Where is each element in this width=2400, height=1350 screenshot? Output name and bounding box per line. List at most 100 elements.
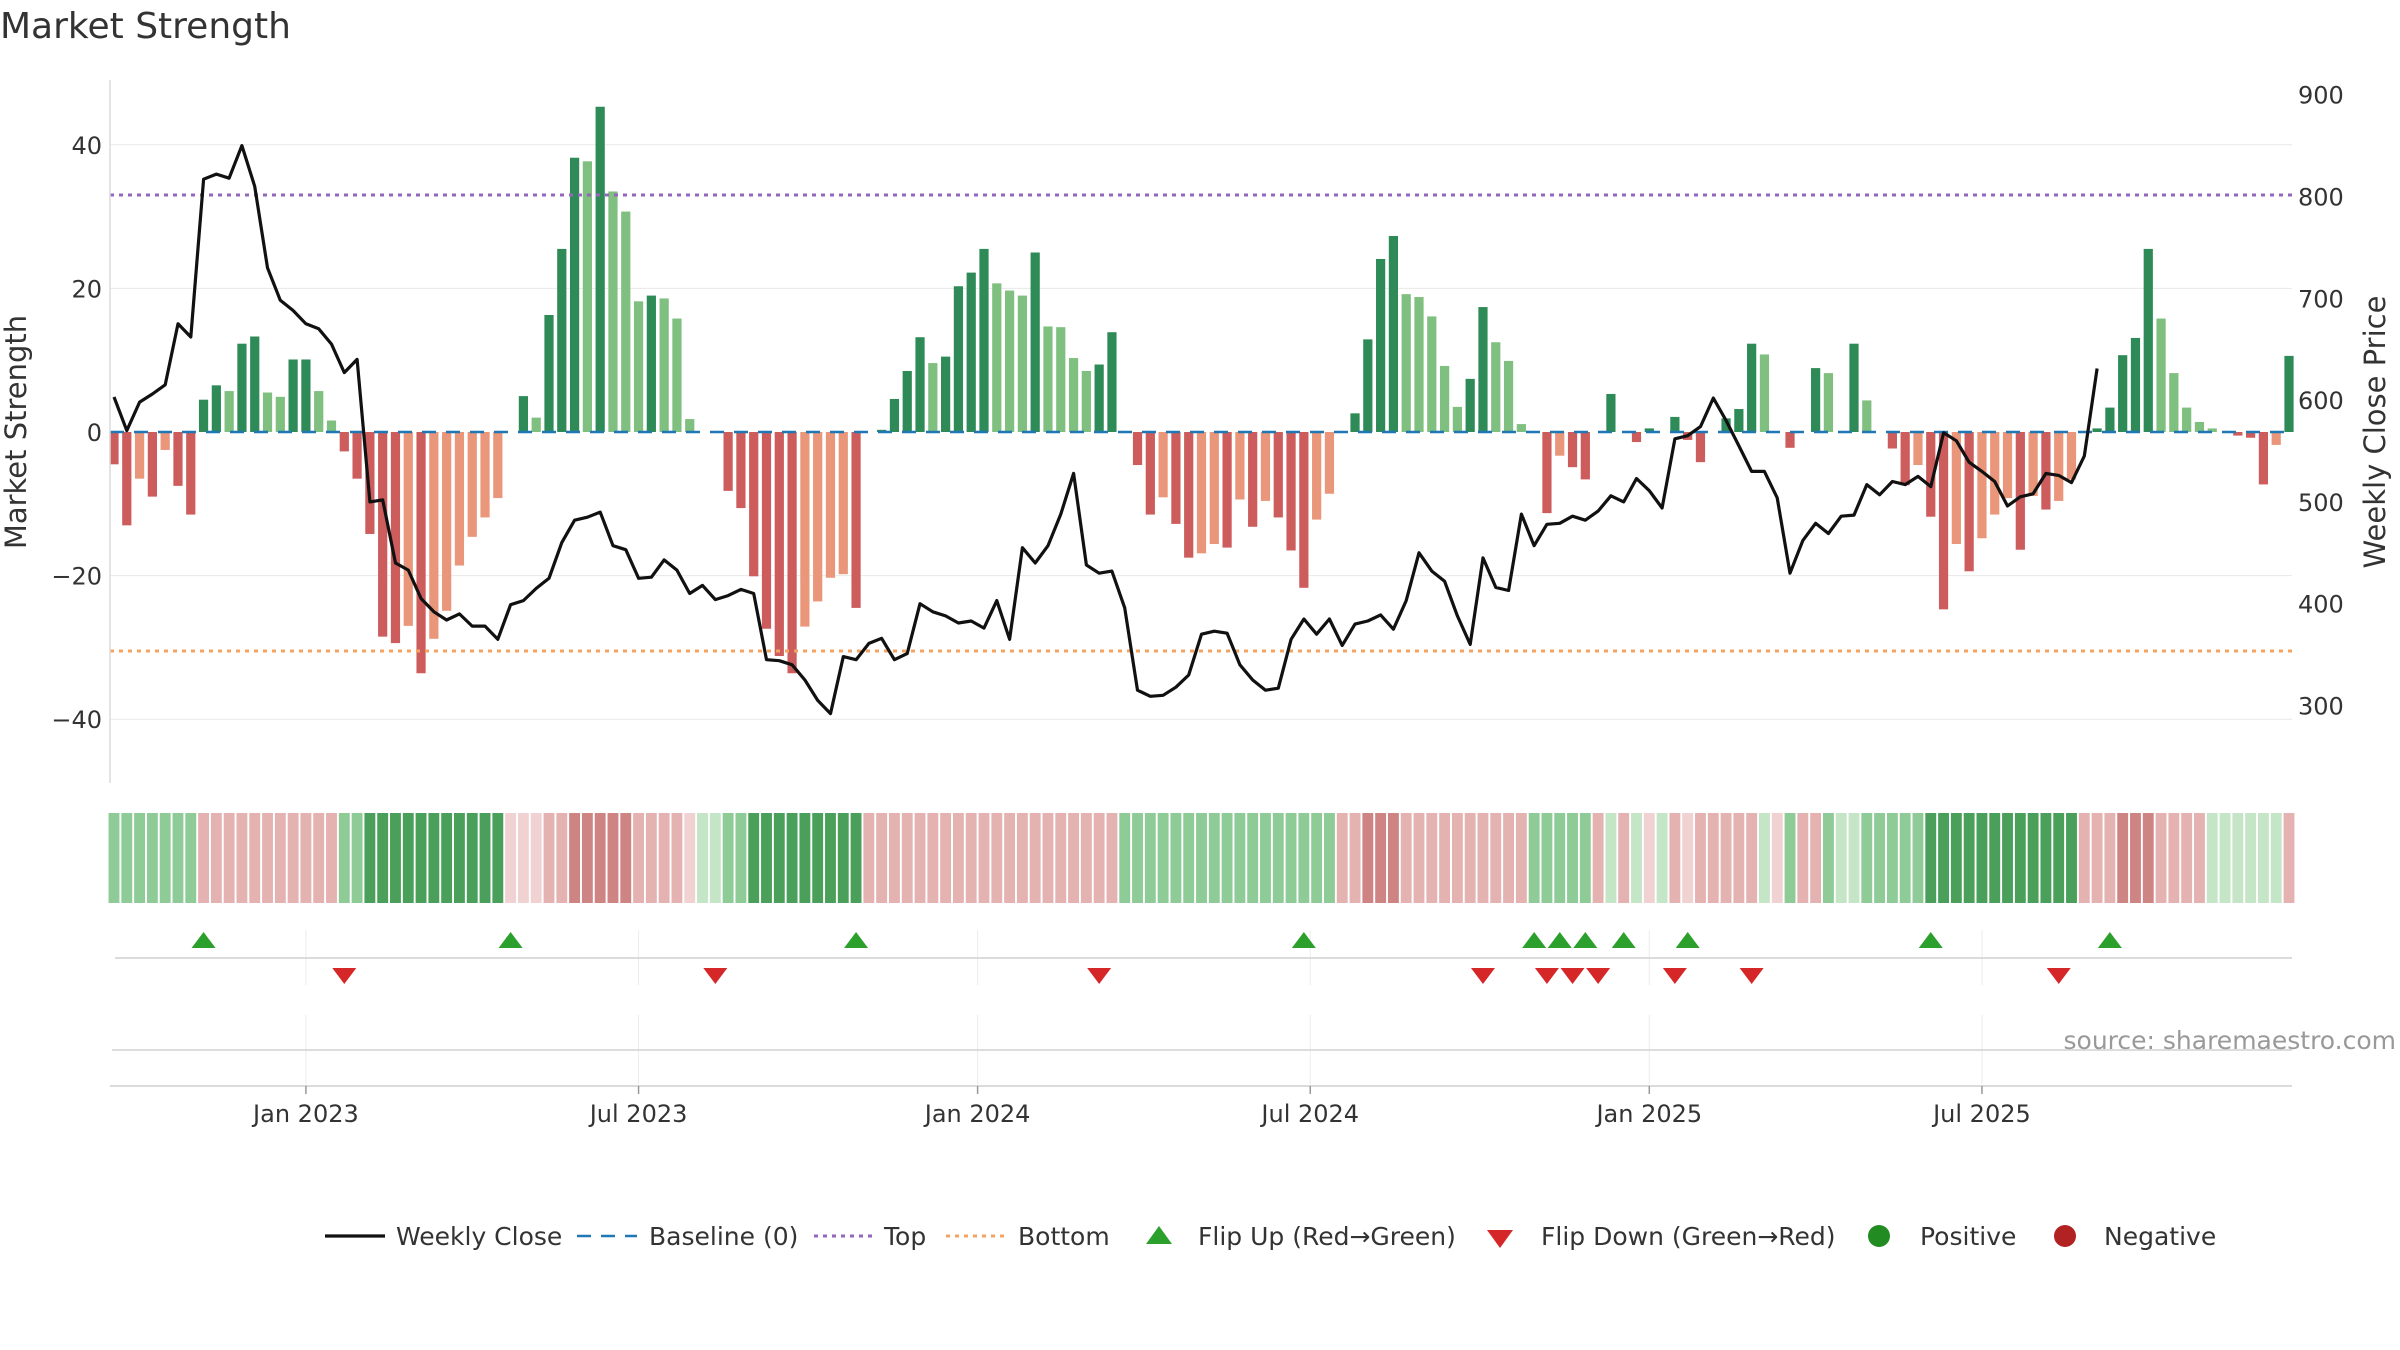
strength-bar bbox=[1734, 409, 1744, 432]
strength-bar bbox=[928, 363, 938, 432]
legend: Weekly Close Baseline (0) Top Bottom Flip Up… bbox=[325, 1222, 2216, 1251]
regime-cell bbox=[1695, 813, 1706, 903]
regime-cell bbox=[645, 813, 657, 903]
regime-cell bbox=[390, 813, 401, 903]
regime-cell bbox=[198, 813, 209, 903]
regime-cell bbox=[377, 813, 389, 903]
x-tick-label: Jan 2024 bbox=[923, 1100, 1031, 1128]
right-tick-label: 800 bbox=[2298, 184, 2344, 212]
legend-swatch-positive bbox=[1868, 1225, 1890, 1247]
strength-bar bbox=[646, 295, 656, 432]
strength-bar bbox=[2169, 373, 2179, 432]
regime-cell bbox=[492, 813, 504, 903]
regime-cell bbox=[850, 813, 862, 903]
regime-cell bbox=[2155, 813, 2167, 903]
regime-cell bbox=[210, 813, 222, 903]
strength-bar bbox=[2028, 432, 2038, 496]
strength-bar bbox=[2041, 432, 2051, 510]
regime-cell bbox=[1068, 813, 1079, 903]
strength-bar bbox=[1759, 354, 1770, 432]
strength-bar bbox=[518, 396, 529, 432]
flip-down-marker bbox=[2046, 968, 2071, 984]
regime-cell bbox=[2066, 813, 2077, 903]
regime-cell bbox=[2245, 813, 2257, 903]
regime-cell bbox=[1170, 813, 1182, 903]
regime-cell bbox=[1874, 813, 1886, 903]
strength-bar bbox=[1145, 432, 1155, 515]
regime-cell bbox=[351, 813, 363, 903]
strength-bar bbox=[250, 336, 260, 432]
regime-cell bbox=[543, 813, 555, 903]
regime-cell bbox=[1810, 813, 1822, 903]
strength-bar bbox=[1887, 432, 1897, 449]
legend-swatch-flip-up bbox=[1146, 1226, 1172, 1244]
chart-title: Market Strength bbox=[0, 6, 291, 47]
regime-cell bbox=[1106, 813, 1118, 903]
regime-cell bbox=[1528, 813, 1540, 903]
strength-bar bbox=[1900, 432, 1910, 486]
regime-cell bbox=[2027, 813, 2039, 903]
flip-up-marker bbox=[191, 932, 216, 948]
strength-bar bbox=[275, 396, 285, 432]
strength-bar bbox=[838, 432, 848, 575]
legend-label-weekly-close: Weekly Close bbox=[396, 1222, 562, 1251]
flip-up-marker bbox=[1547, 932, 1572, 948]
flip-down-marker bbox=[1586, 968, 1611, 984]
regime-cell bbox=[274, 813, 286, 903]
strength-bar bbox=[1516, 424, 1526, 432]
regime-cell bbox=[466, 813, 478, 903]
regime-cell bbox=[134, 813, 146, 903]
regime-cell bbox=[1400, 813, 1412, 903]
regime-cell bbox=[786, 813, 798, 903]
strength-bar bbox=[1695, 432, 1706, 463]
regime-cell bbox=[748, 813, 760, 903]
regime-cell bbox=[223, 813, 235, 903]
regime-cell bbox=[1093, 813, 1105, 903]
regime-cell bbox=[633, 813, 644, 903]
regime-cell bbox=[658, 813, 670, 903]
strength-bar bbox=[1260, 432, 1271, 501]
regime-cell bbox=[1324, 813, 1335, 903]
regime-cell bbox=[1285, 813, 1297, 903]
regime-cell bbox=[249, 813, 261, 903]
regime-cell bbox=[1925, 813, 1937, 903]
regime-cell bbox=[1464, 813, 1476, 903]
strength-bar bbox=[1503, 360, 1514, 432]
regime-cell bbox=[1822, 813, 1834, 903]
strength-bar bbox=[237, 343, 247, 432]
x-tick-label: Jan 2023 bbox=[251, 1100, 359, 1128]
strength-bar bbox=[326, 420, 337, 432]
strength-bar bbox=[800, 432, 810, 627]
strength-bar bbox=[1312, 432, 1322, 520]
strength-bar bbox=[147, 432, 157, 497]
strength-bar bbox=[723, 432, 733, 491]
strength-bar bbox=[480, 432, 490, 518]
strength-bar bbox=[1350, 413, 1360, 432]
regime-cell bbox=[1477, 813, 1489, 903]
regime-cell bbox=[1963, 813, 1975, 903]
regime-cell bbox=[620, 813, 632, 903]
regime-cell bbox=[2091, 813, 2103, 903]
legend-swatch-flip-down bbox=[1487, 1230, 1513, 1248]
regime-cell bbox=[1797, 813, 1809, 903]
regime-strip bbox=[108, 813, 2295, 903]
regime-cell bbox=[1413, 813, 1425, 903]
strength-bar bbox=[1644, 428, 1654, 432]
right-tick-label: 500 bbox=[2298, 489, 2344, 517]
strength-bar bbox=[1094, 364, 1104, 432]
strength-bar bbox=[1606, 393, 1616, 432]
regime-cell bbox=[313, 813, 325, 903]
regime-cell bbox=[952, 813, 964, 903]
strength-bar bbox=[1209, 432, 1219, 545]
strength-bar bbox=[186, 432, 196, 515]
strength-bar bbox=[595, 106, 605, 432]
strength-bar bbox=[813, 432, 823, 602]
strength-bar bbox=[1811, 368, 1821, 432]
strength-bar bbox=[454, 432, 465, 566]
strength-bar bbox=[1030, 252, 1040, 432]
regime-cell bbox=[364, 813, 376, 903]
regime-cell bbox=[2130, 813, 2141, 903]
flip-up-marker bbox=[1675, 932, 1700, 948]
strength-bar bbox=[1388, 235, 1399, 432]
strength-bar bbox=[1286, 432, 1296, 551]
